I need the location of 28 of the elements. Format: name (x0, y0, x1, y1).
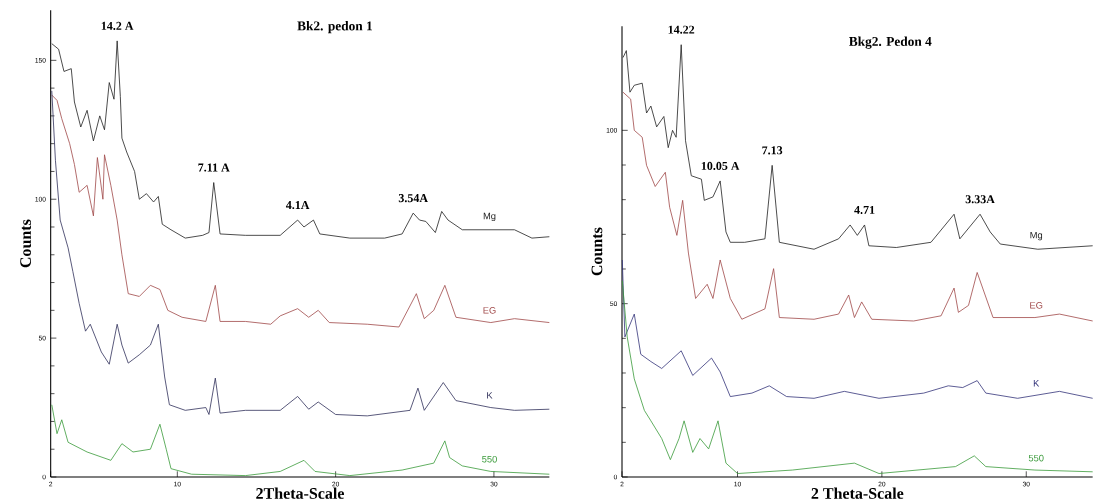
annotation: 4.1A (285, 200, 310, 209)
line-series (51, 90, 550, 417)
line-series (51, 94, 550, 328)
x-axis-title: 2Theta-Scale (256, 487, 345, 499)
series-label: Mg (1030, 231, 1043, 241)
annotation: 7.11 A (198, 163, 230, 172)
annotation: 14.2 A (101, 21, 134, 30)
series-label: 550 (1028, 454, 1044, 462)
annotation: 10.05 A (701, 161, 740, 170)
line-series (621, 280, 1094, 474)
annotation: 4.71 (854, 205, 875, 214)
line-series (622, 91, 1094, 322)
x-axis-title: 2 Theta-Scale (811, 487, 904, 499)
line-series (621, 259, 1094, 399)
series-label: Mg (483, 212, 496, 221)
annotation: 14.22 (668, 25, 695, 34)
series-label: K (1033, 379, 1040, 387)
series-label: K (487, 392, 493, 399)
series-label: 550 (482, 455, 497, 463)
annotation: 3.54A (398, 193, 428, 203)
text: Bk2. pedon 1 (297, 20, 373, 33)
annotation: 7.13 (762, 146, 783, 155)
series-label: EG (1030, 301, 1043, 309)
annotation: 3.33A (965, 195, 995, 204)
y-axis-title: Counts (20, 219, 32, 268)
y-axis-title: Counts (591, 227, 603, 276)
text: Bkg2. Pedon 4 (849, 36, 932, 49)
series-label: EG (483, 306, 496, 314)
